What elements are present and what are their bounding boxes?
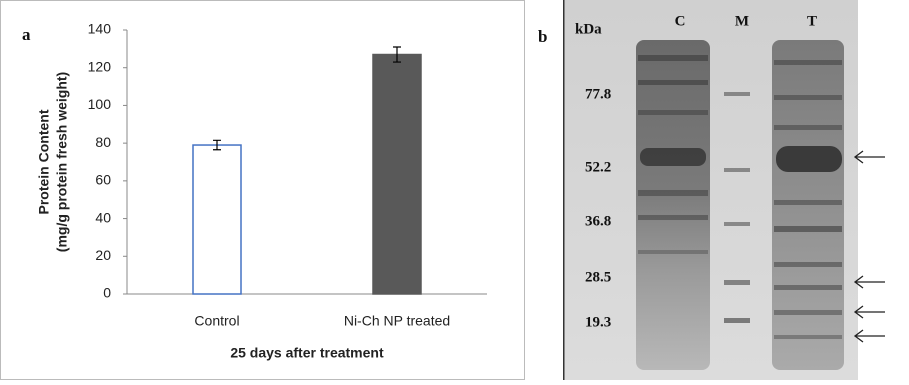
y-tick-label: 40	[95, 209, 111, 225]
y-tick-label: 0	[103, 285, 111, 301]
bar	[193, 145, 241, 294]
y-axis-label: (mg/g protein fresh weight)	[54, 72, 70, 252]
panel-label: b	[538, 27, 547, 46]
y-tick-label: 100	[88, 96, 112, 112]
y-tick-label: 20	[95, 247, 111, 263]
y-tick-label: 60	[95, 172, 111, 188]
lane-label: C	[675, 13, 686, 29]
marker-label: 28.5	[585, 269, 611, 285]
marker-label: 52.2	[585, 159, 611, 175]
y-tick-label: 120	[88, 58, 112, 74]
y-tick-label: 80	[95, 134, 111, 150]
panel-label: a	[22, 25, 31, 44]
x-tick-label: Ni-Ch NP treated	[344, 313, 450, 329]
y-axis-label: Protein Content	[36, 109, 52, 214]
lane-label: M	[735, 13, 749, 29]
marker-label: 77.8	[585, 86, 611, 102]
bar	[373, 55, 421, 294]
marker-label: 19.3	[585, 314, 611, 330]
x-tick-label: Control	[194, 313, 239, 329]
marker-label: 36.8	[585, 213, 611, 229]
x-axis-label: 25 days after treatment	[230, 345, 384, 361]
lane-label: T	[807, 13, 817, 29]
unit-label: kDa	[575, 21, 602, 37]
arrows	[855, 151, 885, 342]
figure: a Protein Content (mg/g protein fresh we…	[0, 0, 909, 380]
y-tick-label: 140	[88, 21, 112, 37]
